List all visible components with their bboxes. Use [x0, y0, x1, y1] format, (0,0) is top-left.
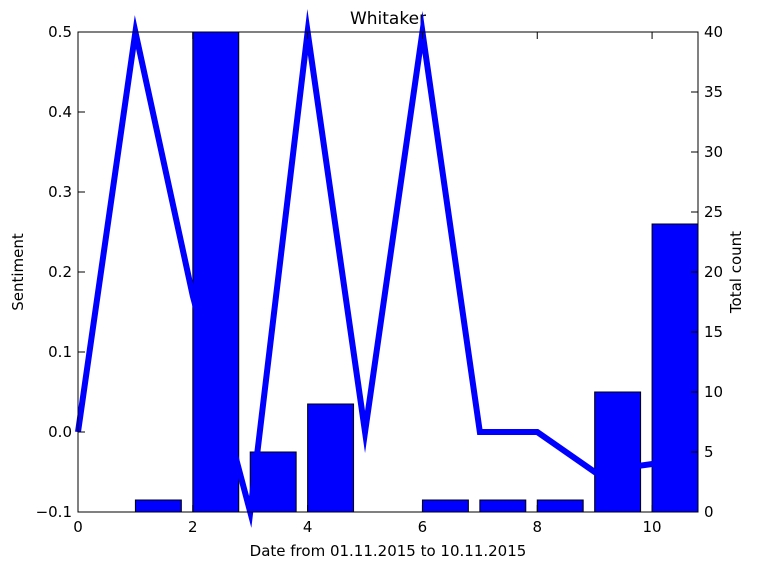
x-tick-label: 4 [303, 518, 313, 536]
x-tick-label: 8 [532, 518, 542, 536]
left-tick-label: −0.1 [36, 503, 72, 521]
bars-layer [134, 31, 699, 513]
left-tick-label: 0.1 [48, 343, 72, 361]
x-axis-label: Date from 01.11.2015 to 10.11.2015 [250, 542, 527, 560]
bar [134, 499, 182, 513]
sentiment-line [75, 8, 698, 528]
left-tick-label: 0.5 [48, 23, 72, 41]
y-axis-label-left: Sentiment [9, 233, 27, 311]
right-tick-label: 15 [704, 323, 723, 341]
right-tick-label: 10 [704, 383, 723, 401]
right-tick-label: 40 [704, 23, 723, 41]
x-tick-label: 2 [188, 518, 198, 536]
line-layer [75, 8, 698, 528]
x-tick-label: 6 [418, 518, 428, 536]
bar [536, 499, 584, 513]
bar [479, 499, 527, 513]
left-tick-label: 0.0 [48, 423, 72, 441]
bar [307, 403, 355, 513]
bar [421, 499, 469, 513]
right-tick-label: 30 [704, 143, 723, 161]
right-tick-label: 25 [704, 203, 723, 221]
x-tick-label: 10 [643, 518, 662, 536]
left-axis: −0.1 0.0 0.1 0.2 0.3 0.4 0.5 [36, 23, 85, 521]
x-tick-label: 0 [73, 518, 83, 536]
x-axis: 0 2 4 6 8 10 [73, 32, 662, 536]
right-axis: 0 5 10 15 20 25 30 35 40 [691, 23, 723, 521]
y-axis-label-right: Total count [727, 231, 745, 314]
right-tick-label: 35 [704, 83, 723, 101]
chart-title: Whitaker [350, 9, 426, 29]
right-tick-label: 5 [704, 443, 714, 461]
left-tick-label: 0.4 [48, 103, 72, 121]
right-tick-label: 0 [704, 503, 714, 521]
bar [651, 223, 699, 513]
left-tick-label: 0.2 [48, 263, 72, 281]
bar [594, 391, 642, 513]
right-tick-label: 20 [704, 263, 723, 281]
left-tick-label: 0.3 [48, 183, 72, 201]
